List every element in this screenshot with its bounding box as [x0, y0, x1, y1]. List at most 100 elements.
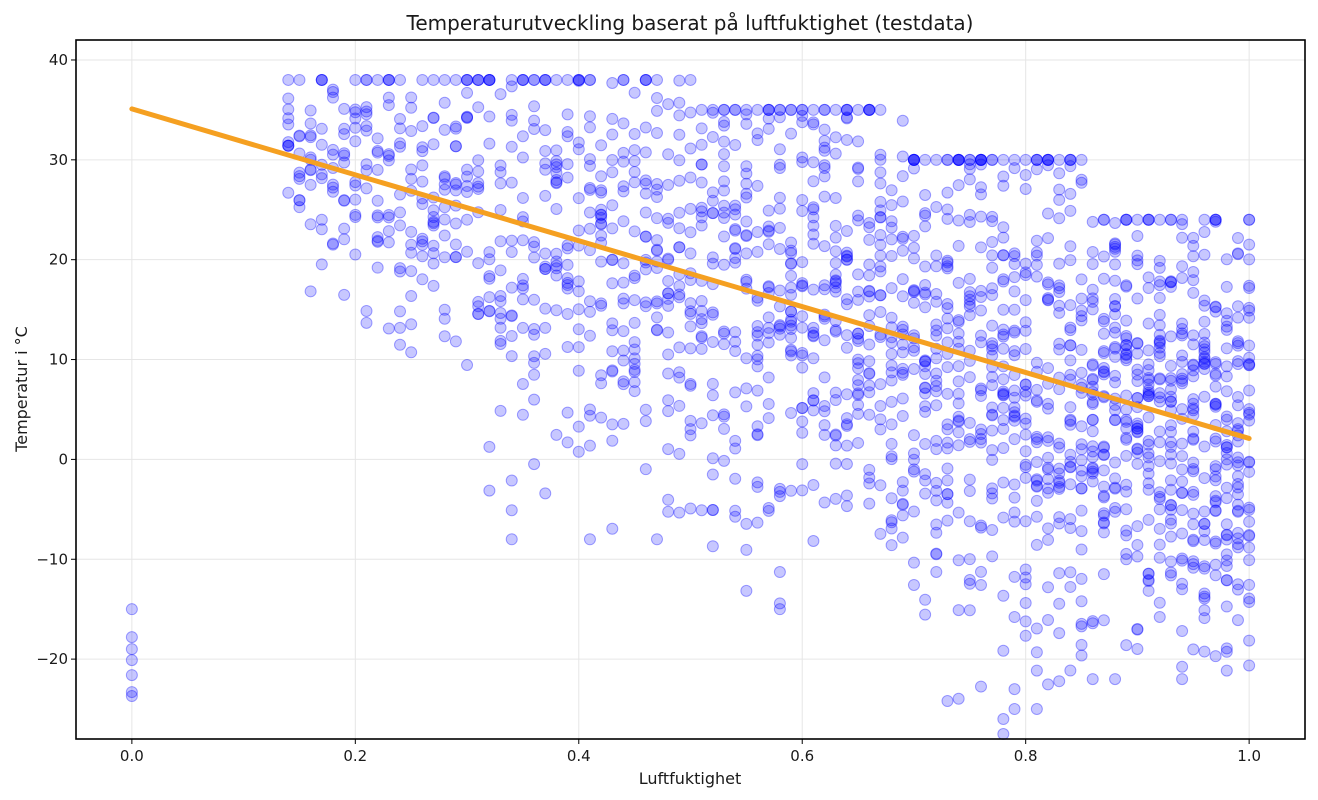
scatter-point — [382, 148, 395, 161]
scatter-point — [662, 394, 675, 407]
scatter-point — [606, 317, 619, 330]
scatter-point — [673, 241, 686, 254]
scatter-point — [650, 324, 663, 337]
scatter-point — [874, 195, 887, 208]
scatter-point — [1243, 414, 1256, 427]
scatter-point — [695, 305, 708, 318]
scatter-point — [695, 313, 708, 326]
scatter-point — [1064, 339, 1077, 352]
scatter-point — [1209, 213, 1222, 226]
scatter-point — [706, 251, 719, 264]
scatter-point — [807, 228, 820, 241]
scatter-point — [1030, 153, 1043, 166]
scatter-point — [1109, 342, 1122, 355]
scatter-point — [505, 474, 518, 487]
scatter-point — [751, 476, 764, 489]
scatter-point — [695, 504, 708, 517]
scatter-point — [639, 73, 652, 86]
scatter-point — [628, 352, 641, 365]
scatter-point — [1120, 349, 1133, 362]
scatter-point — [818, 371, 831, 384]
scatter-point — [1243, 301, 1256, 314]
scatter-point — [785, 349, 798, 362]
scatter-point — [483, 137, 496, 150]
scatter-point — [773, 158, 786, 171]
scatter-point — [986, 492, 999, 505]
scatter-point — [829, 394, 842, 407]
scatter-point — [539, 347, 552, 360]
scatter-point — [1030, 703, 1043, 716]
scatter-point — [304, 104, 317, 117]
scatter-point — [505, 176, 518, 189]
scatter-point — [941, 312, 954, 325]
scatter-point — [416, 250, 429, 263]
scatter-point — [1198, 592, 1211, 605]
scatter-point — [863, 408, 876, 421]
scatter-point — [963, 290, 976, 303]
scatter-point — [360, 73, 373, 86]
scatter-point — [874, 153, 887, 166]
scatter-point — [695, 158, 708, 171]
scatter-point — [1243, 279, 1256, 292]
scatter-point — [773, 143, 786, 156]
scatter-point — [773, 597, 786, 610]
scatter-point — [349, 208, 362, 221]
scatter-point — [863, 497, 876, 510]
scatter-point — [1198, 294, 1211, 307]
scatter-point — [1086, 292, 1099, 305]
scatter-point — [1019, 571, 1032, 584]
scatter-point — [785, 331, 798, 344]
scatter-point — [1008, 491, 1021, 504]
scatter-point — [874, 527, 887, 540]
scatter-point — [1053, 474, 1066, 487]
scatter-point — [952, 153, 965, 166]
scatter-point — [997, 389, 1010, 402]
scatter-point — [706, 131, 719, 144]
scatter-point — [662, 212, 675, 225]
scatter-point — [1109, 501, 1122, 514]
scatter-point — [650, 243, 663, 256]
scatter-point — [840, 111, 853, 124]
scatter-point — [885, 282, 898, 295]
scatter-point — [1142, 477, 1155, 490]
scatter-point — [1030, 234, 1043, 247]
scatter-point — [1220, 554, 1233, 567]
scatter-point — [639, 121, 652, 134]
scatter-point — [997, 273, 1010, 286]
scatter-point — [1053, 167, 1066, 180]
scatter-point — [907, 153, 920, 166]
scatter-point — [1131, 363, 1144, 376]
scatter-point — [773, 566, 786, 579]
scatter-point — [427, 111, 440, 124]
scatter-point — [606, 222, 619, 235]
scatter-point — [1075, 310, 1088, 323]
scatter-point — [1153, 279, 1166, 292]
scatter-point — [762, 336, 775, 349]
scatter-point — [829, 428, 842, 441]
scatter-point — [1153, 455, 1166, 468]
scatter-point — [829, 277, 842, 290]
scatter-point — [986, 261, 999, 274]
scatter-point — [1075, 638, 1088, 651]
scatter-point — [483, 73, 496, 86]
scatter-point — [1209, 504, 1222, 517]
scatter-point — [930, 434, 943, 447]
scatter-point — [1109, 472, 1122, 485]
scatter-point — [762, 112, 775, 125]
scatter-point — [1142, 271, 1155, 284]
scatter-point — [282, 186, 295, 199]
scatter-point — [718, 422, 731, 435]
scatter-point — [1008, 410, 1021, 423]
scatter-point — [1097, 312, 1110, 325]
scatter-point — [583, 222, 596, 235]
scatter-point — [1075, 482, 1088, 495]
scatter-point — [1131, 457, 1144, 470]
scatter-point — [572, 73, 585, 86]
scatter-point — [1131, 426, 1144, 439]
scatter-point — [1030, 479, 1043, 492]
scatter-point — [762, 397, 775, 410]
scatter-point — [1198, 355, 1211, 368]
scatter-point — [986, 289, 999, 302]
scatter-point — [986, 550, 999, 563]
